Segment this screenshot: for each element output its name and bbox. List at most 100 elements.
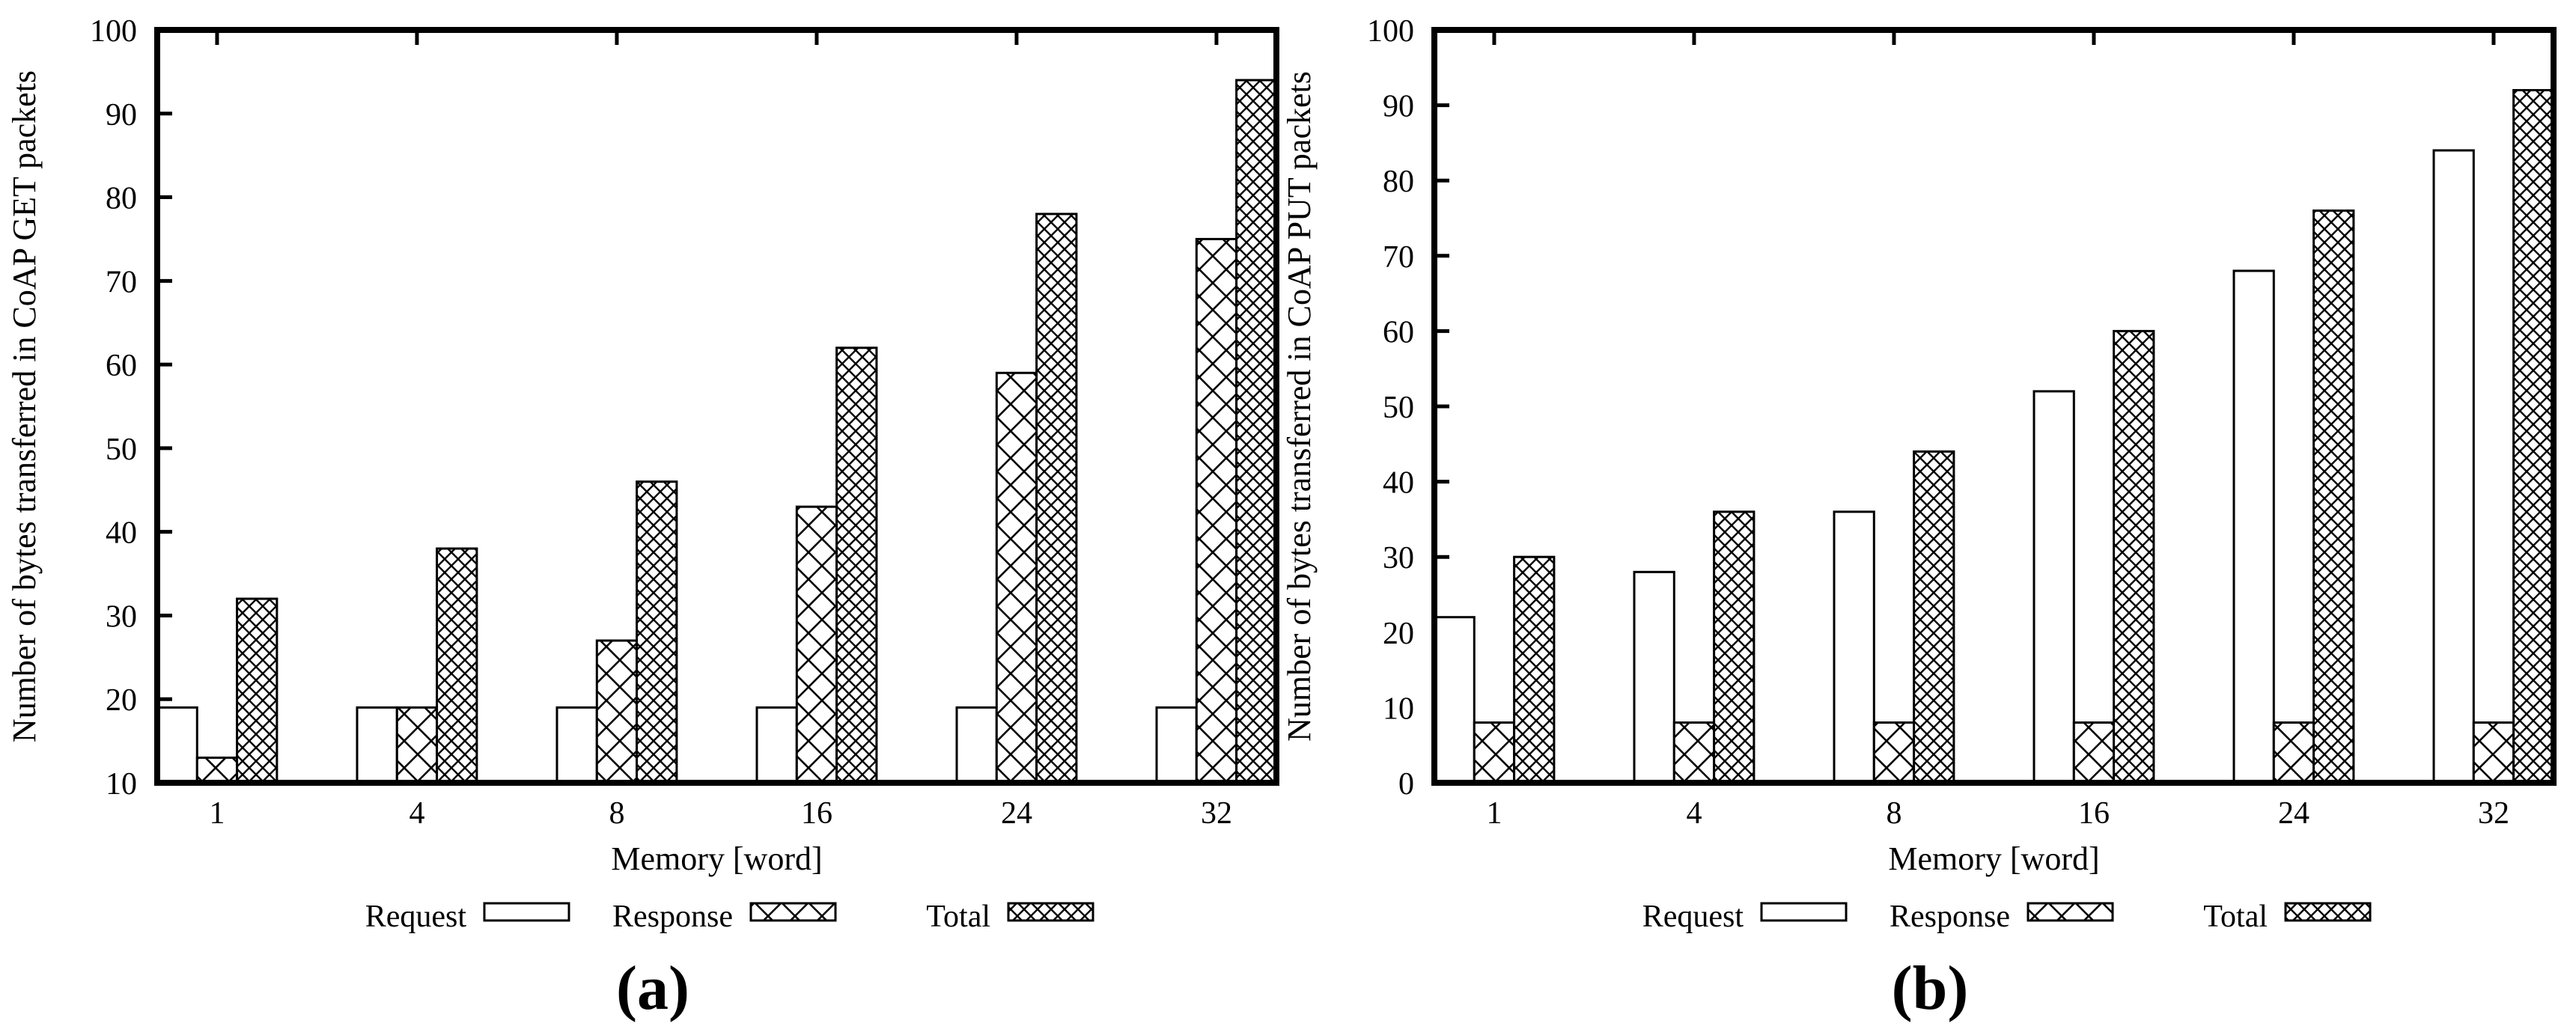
bar-request-16	[2033, 390, 2075, 784]
ytick-label: 30	[1383, 541, 1414, 575]
bar-total-24	[2312, 209, 2355, 784]
plot-border	[1431, 27, 2557, 786]
bar-total-24	[1035, 213, 1078, 784]
bar-request-8	[1833, 510, 1875, 784]
category-label: 16	[801, 796, 832, 831]
bars	[1433, 88, 2555, 784]
bar-total-16	[2113, 329, 2155, 784]
bar-request-32	[1155, 706, 1198, 784]
legend: Request Response Total	[365, 900, 1094, 934]
chart-panel-a: 10 20 30 40 50 60 70 80 90 100 1 4 8 16 24 32 Memory [wo…	[6, 14, 1279, 1023]
bar-request-24	[2232, 269, 2275, 784]
category-label: 8	[1886, 796, 1901, 831]
ytick-label: 50	[1383, 391, 1414, 425]
bar-response-16	[2072, 721, 2116, 784]
legend: Request Response Total	[1642, 900, 2372, 934]
legend-label-total: Total	[2203, 900, 2268, 934]
axis-ticks	[1436, 28, 2552, 785]
bar-request-1	[1433, 616, 1476, 784]
ytick-label: 20	[106, 683, 137, 718]
ytick-label: 60	[1383, 315, 1414, 349]
ytick-label: 70	[106, 265, 137, 299]
category-labels: 1 4 8 16 24 32	[209, 796, 1232, 831]
ytick-label: 70	[1383, 240, 1414, 275]
ytick-labels: 0 10 20 30 40 50 60 70 80 90 100	[1367, 14, 1414, 802]
legend-swatch-request	[1760, 902, 1848, 922]
bar-response-4	[395, 706, 439, 784]
ytick-label: 80	[106, 182, 137, 216]
bar-total-1	[236, 597, 278, 784]
ytick-label: 0	[1398, 767, 1414, 802]
bar-request-16	[755, 706, 798, 784]
bar-request-1	[156, 706, 198, 784]
bar-response-8	[595, 639, 639, 784]
legend-label-response: Response	[1890, 900, 2010, 934]
panel-caption: (b)	[1892, 953, 1969, 1023]
bar-total-4	[436, 547, 478, 784]
bar-request-4	[1633, 570, 1675, 784]
ytick-label: 90	[106, 98, 137, 132]
bar-request-32	[2432, 149, 2475, 784]
y-axis-title: Number of bytes transferred in CoAP PUT …	[1281, 71, 1318, 742]
bar-response-4	[1672, 721, 1716, 784]
bar-response-1	[1473, 721, 1516, 784]
legend-label-total: Total	[926, 900, 990, 934]
legend-swatch-response	[749, 902, 837, 922]
chart-panel-b: 0 10 20 30 40 50 60 70 80 90 100 1 4 8 16 24 32 Memory [w…	[1281, 14, 2557, 1023]
y-axis-title: Number of bytes transferred in CoAP GET …	[6, 70, 43, 742]
legend-label-response: Response	[612, 900, 733, 934]
ytick-label: 50	[106, 433, 137, 467]
bars	[156, 79, 1278, 784]
bar-total-32	[1235, 79, 1278, 784]
legend-swatch-request	[483, 902, 570, 922]
panel-caption: (a)	[616, 953, 689, 1023]
bar-response-1	[195, 756, 239, 784]
ytick-label: 80	[1383, 165, 1414, 199]
x-axis-title: Memory [word]	[611, 840, 822, 877]
category-label: 4	[1686, 796, 1702, 831]
bar-total-4	[1713, 510, 1756, 784]
legend-label-request: Request	[1642, 900, 1744, 934]
bar-response-24	[2272, 721, 2315, 784]
plot-border	[154, 27, 1279, 786]
x-axis-title: Memory [word]	[1888, 840, 2099, 877]
ytick-label: 100	[90, 14, 137, 49]
category-labels: 1 4 8 16 24 32	[1486, 796, 2509, 831]
ytick-label: 20	[1383, 617, 1414, 651]
category-label: 24	[2278, 796, 2309, 831]
ytick-label: 60	[106, 349, 137, 383]
bar-request-4	[356, 706, 398, 784]
ytick-label: 90	[1383, 90, 1414, 124]
bar-response-24	[995, 371, 1038, 784]
category-label: 4	[409, 796, 424, 831]
bar-total-1	[1513, 555, 1556, 784]
axis-ticks	[159, 28, 1275, 785]
bar-total-32	[2512, 88, 2555, 784]
ytick-label: 100	[1367, 14, 1414, 49]
ytick-label: 40	[1383, 466, 1414, 501]
ytick-labels: 10 20 30 40 50 60 70 80 90 100	[90, 14, 137, 802]
bar-request-8	[555, 706, 598, 784]
bar-total-16	[835, 346, 878, 784]
category-label: 32	[2478, 796, 2509, 831]
bar-total-8	[636, 480, 678, 784]
bar-total-8	[1913, 450, 1955, 784]
category-label: 16	[2078, 796, 2110, 831]
bar-request-24	[955, 706, 998, 784]
bar-response-16	[795, 505, 838, 784]
legend-label-request: Request	[365, 900, 467, 934]
category-label: 1	[1486, 796, 1502, 831]
bar-response-32	[2472, 721, 2515, 784]
ytick-label: 10	[1383, 691, 1414, 726]
ytick-label: 30	[106, 599, 137, 634]
category-label: 1	[209, 796, 225, 831]
category-label: 24	[1001, 796, 1032, 831]
legend-swatch-response	[2027, 902, 2114, 922]
category-label: 32	[1201, 796, 1232, 831]
category-label: 8	[609, 796, 624, 831]
legend-swatch-total	[1007, 902, 1094, 922]
ytick-label: 40	[106, 516, 137, 551]
bar-response-32	[1195, 237, 1238, 784]
